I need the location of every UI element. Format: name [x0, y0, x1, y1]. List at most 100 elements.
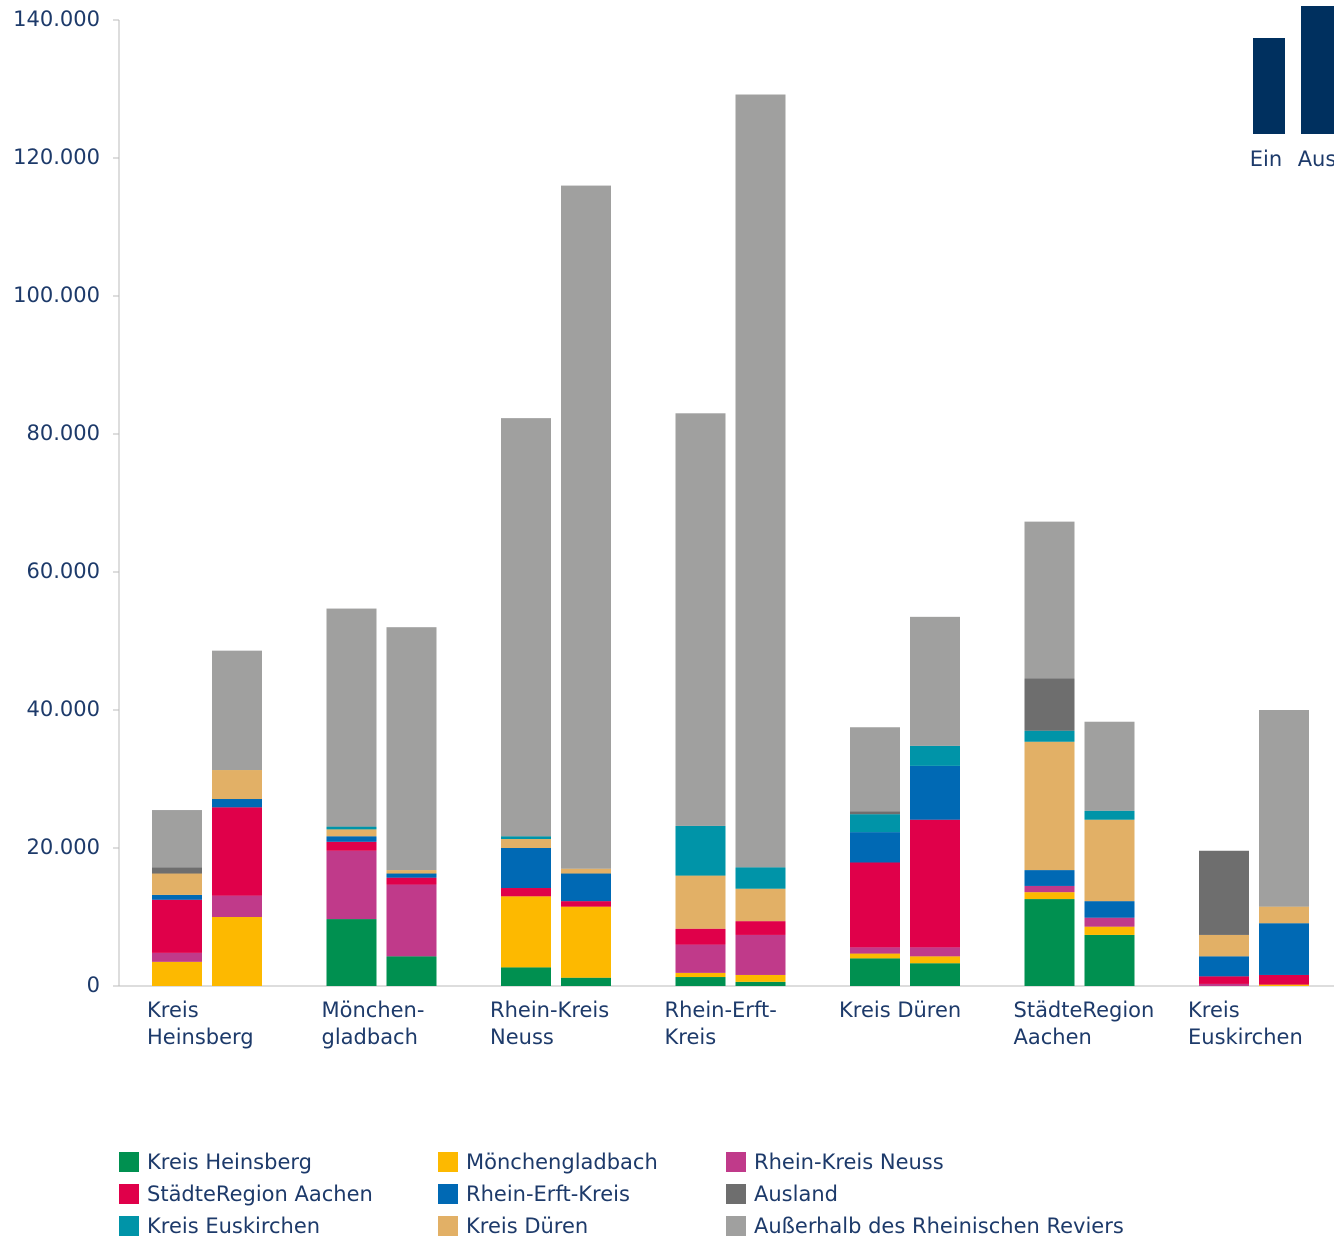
bar-segment: [1259, 974, 1309, 985]
bar-segment: [850, 832, 900, 863]
x-tick-label: Kreis Düren: [839, 998, 961, 1022]
x-tick-label: Rhein-Kreis: [490, 998, 609, 1022]
bar-segment: [152, 899, 202, 953]
legend-swatch: [438, 1216, 458, 1236]
bar-segment: [561, 977, 611, 986]
bar-segment: [326, 826, 377, 830]
bar-segment: [1024, 730, 1075, 742]
bar-segment: [1024, 741, 1075, 871]
bar-segment: [1199, 956, 1249, 977]
bar-segment: [1084, 926, 1135, 935]
bar-segment: [910, 947, 960, 957]
bar-segment: [561, 868, 611, 874]
bar-segment: [561, 906, 611, 978]
bar-segment: [735, 94, 786, 868]
bar-segment: [675, 928, 726, 945]
bar-segment: [735, 867, 786, 889]
bar-segment: [675, 413, 726, 826]
x-tick-label: Aachen: [1014, 1025, 1092, 1049]
bar-segment: [850, 727, 900, 812]
y-tick-label: 140.000: [13, 7, 100, 31]
x-tick-label: gladbach: [322, 1025, 418, 1049]
bar-segment: [1084, 917, 1135, 927]
bar-segment: [212, 650, 262, 771]
bar-segment: [1199, 934, 1249, 957]
y-tick-label: 100.000: [13, 283, 100, 307]
bar-segment: [675, 875, 726, 929]
bar-segment: [152, 810, 202, 868]
bar-segment: [850, 958, 900, 986]
bar-segment: [910, 956, 960, 964]
legend-swatch: [119, 1184, 139, 1204]
x-tick-label: Heinsberg: [147, 1025, 254, 1049]
y-tick-label: 40.000: [27, 697, 100, 721]
x-tick-label: Rhein-Erft-: [665, 998, 777, 1022]
bar-segment: [152, 961, 202, 986]
bar-segment: [675, 825, 726, 876]
x-tick-label: Mönchen-: [322, 998, 425, 1022]
bar-segment: [501, 836, 551, 840]
legend-label: Ausland: [754, 1182, 838, 1206]
bar-segment: [326, 829, 377, 837]
bar-segment: [561, 873, 611, 902]
bar-segment: [910, 745, 960, 766]
bar-segment: [326, 850, 377, 920]
y-tick-label: 0: [87, 973, 100, 997]
bar-segment: [735, 981, 786, 986]
bar-segment: [1084, 819, 1135, 902]
bar-segment: [212, 807, 262, 896]
bar-segment: [1024, 521, 1075, 679]
bar-segment: [1084, 721, 1135, 811]
bar-segment: [326, 919, 377, 986]
group-legend-label: Aus: [1298, 147, 1334, 171]
bar-segment: [735, 974, 786, 982]
bar-segment: [1024, 899, 1075, 986]
legend-label: Rhein-Kreis Neuss: [754, 1150, 944, 1174]
bar-segment: [910, 963, 960, 986]
bar-segment: [1199, 850, 1249, 935]
bar-segment: [1199, 983, 1249, 986]
bar-segment: [326, 836, 377, 842]
bar-segment: [386, 627, 437, 871]
bar-segment: [501, 418, 551, 837]
bar-segment: [152, 952, 202, 962]
bar-segment: [910, 819, 960, 948]
bar-segment: [212, 799, 262, 808]
bar-segment: [152, 867, 202, 874]
legend-icon-ein: [1253, 38, 1285, 134]
legend-swatch: [119, 1216, 139, 1236]
bar-segment: [850, 811, 900, 815]
y-tick-label: 60.000: [27, 559, 100, 583]
group-legend-label: Ein: [1250, 147, 1282, 171]
bar-segment: [735, 888, 786, 922]
bar-segment: [386, 877, 437, 885]
bar-segment: [910, 616, 960, 746]
bar-segment: [675, 944, 726, 973]
bar-segment: [1024, 892, 1075, 900]
y-tick-label: 20.000: [27, 835, 100, 859]
bar-segment: [1024, 678, 1075, 731]
bar-segment: [212, 895, 262, 917]
legend-label: Kreis Euskirchen: [147, 1214, 320, 1238]
legend-label: Kreis Heinsberg: [147, 1150, 312, 1174]
legend-swatch: [438, 1184, 458, 1204]
legend-swatch: [726, 1152, 746, 1172]
x-tick-label: Euskirchen: [1188, 1025, 1303, 1049]
bar-segment: [735, 934, 786, 975]
legend-label: Außerhalb des Rheinischen Reviers: [754, 1214, 1124, 1238]
bar-segment: [675, 972, 726, 978]
bar-segment: [1084, 934, 1135, 986]
legend-label: Rhein-Erft-Kreis: [466, 1182, 630, 1206]
legend-swatch: [438, 1152, 458, 1172]
bar-segment: [501, 967, 551, 986]
bar-segment: [152, 894, 202, 900]
bar-segment: [501, 888, 551, 897]
legend-icon-aus: [1301, 6, 1334, 134]
bar-segment: [212, 770, 262, 800]
legend-swatch: [119, 1152, 139, 1172]
bar-segment: [501, 896, 551, 968]
x-tick-label: StädteRegion: [1014, 998, 1155, 1022]
bar-segment: [212, 917, 262, 986]
bar-segment: [1024, 870, 1075, 886]
bar-segment: [561, 901, 611, 907]
